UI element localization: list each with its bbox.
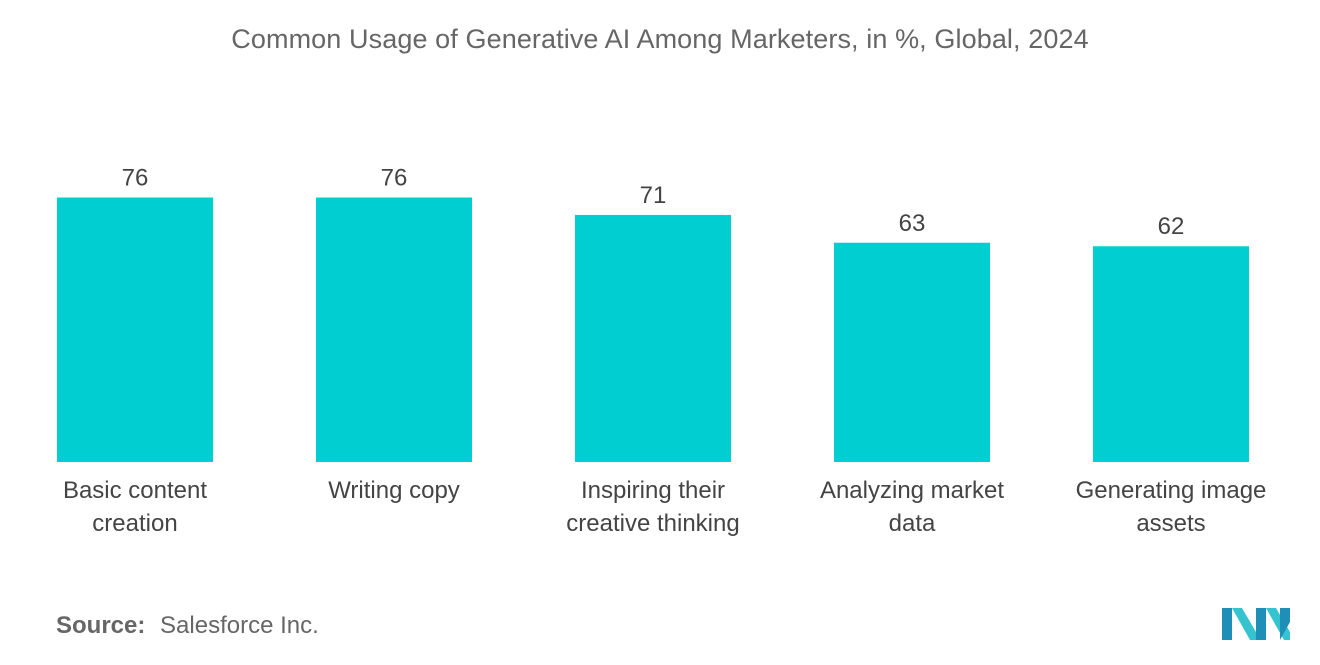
category-label-4-line-0: Generating image [1076, 477, 1267, 504]
category-label-3-line-1: data [889, 510, 936, 537]
category-label-0-line-1: creation [92, 510, 177, 537]
category-label-2-line-1: creative thinking [566, 510, 739, 537]
source-note: Source: Salesforce Inc. [56, 612, 319, 640]
bar-4 [1093, 246, 1249, 462]
mordor-intelligence-logo-icon [1222, 608, 1290, 640]
category-label-1-line-0: Writing copy [328, 477, 460, 504]
value-label-1: 76 [381, 165, 408, 192]
source-text: Salesforce Inc. [160, 612, 319, 639]
category-label-4-line-1: assets [1136, 510, 1205, 537]
bar-chart: 76 Basic content creation 76 Writing copy 71 I… [57, 165, 1267, 537]
value-label-3: 63 [899, 210, 926, 237]
value-label-2: 71 [640, 182, 667, 209]
value-label-0: 76 [122, 165, 149, 192]
bar-1 [316, 197, 472, 462]
category-label-2-line-0: Inspiring their [581, 477, 725, 504]
bar-2 [575, 214, 731, 462]
value-label-4: 62 [1158, 213, 1185, 240]
bar-3 [834, 242, 990, 462]
category-label-3-line-0: Analyzing market [820, 477, 1004, 504]
bar-0 [57, 197, 213, 462]
category-label-0-line-0: Basic content [63, 477, 207, 504]
chart-title: Common Usage of Generative AI Among Mark… [231, 24, 1089, 54]
source-label: Source: [56, 612, 146, 639]
